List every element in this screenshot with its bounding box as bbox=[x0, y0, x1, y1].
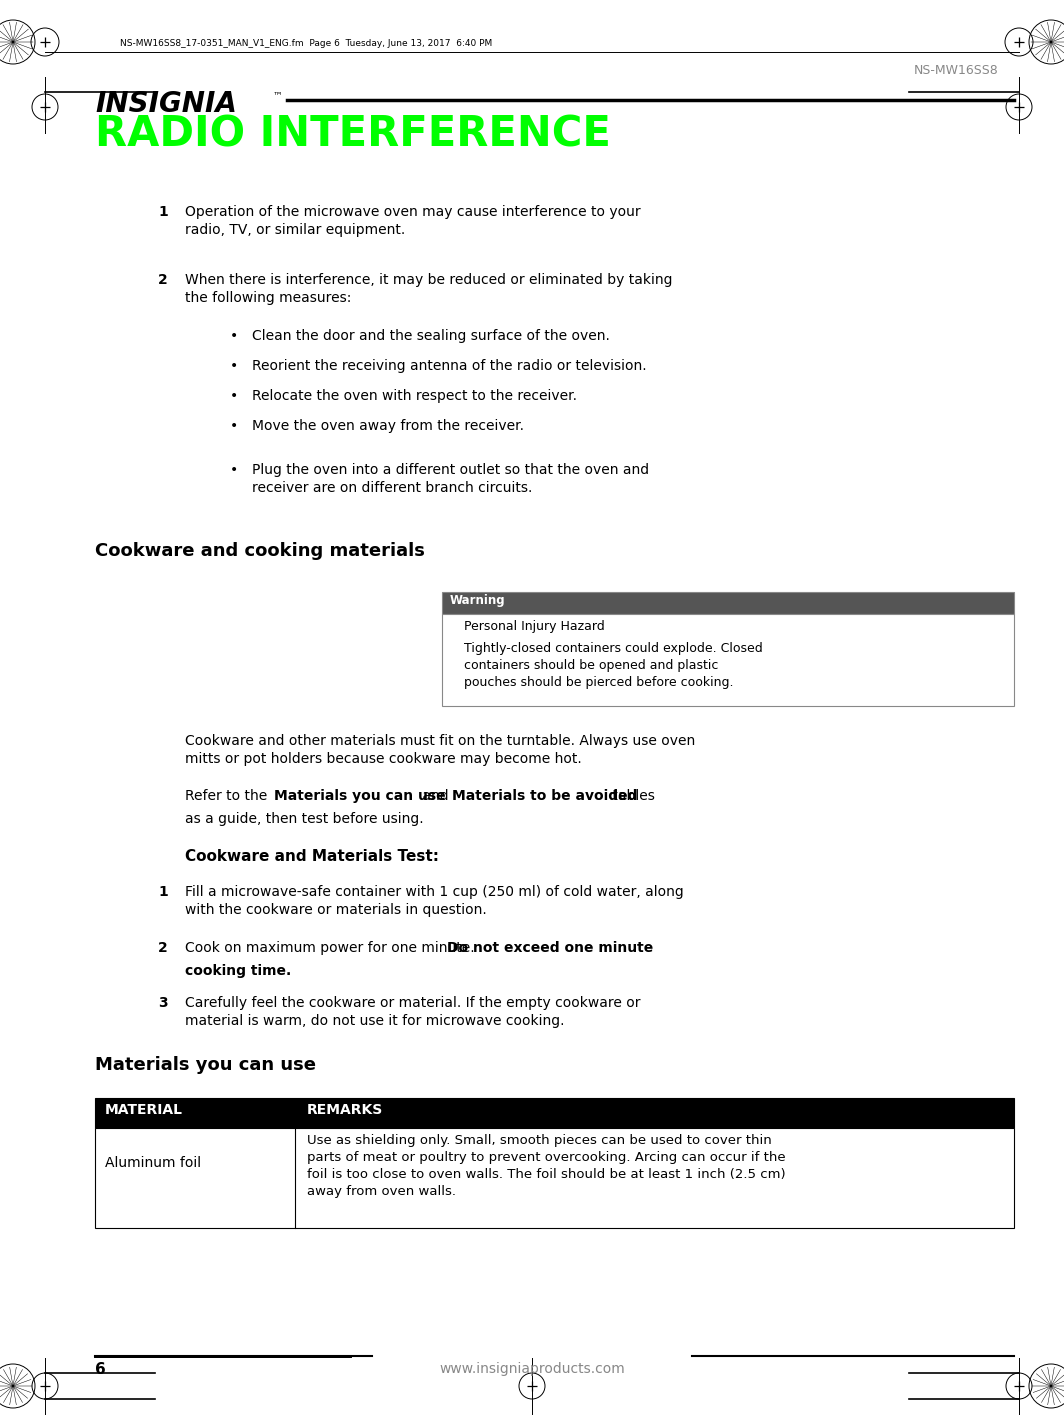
Text: Clean the door and the sealing surface of the oven.: Clean the door and the sealing surface o… bbox=[252, 328, 610, 343]
Text: cooking time.: cooking time. bbox=[185, 964, 292, 978]
Text: Move the oven away from the receiver.: Move the oven away from the receiver. bbox=[252, 418, 523, 433]
Text: NS-MW16SS8: NS-MW16SS8 bbox=[914, 64, 999, 77]
Text: NS-MW16SS8_17-0351_MAN_V1_ENG.fm  Page 6  Tuesday, June 13, 2017  6:40 PM: NS-MW16SS8_17-0351_MAN_V1_ENG.fm Page 6 … bbox=[120, 39, 493, 49]
Text: 2: 2 bbox=[157, 941, 168, 955]
Text: Personal Injury Hazard: Personal Injury Hazard bbox=[464, 620, 604, 633]
Text: Operation of the microwave oven may cause interference to your
radio, TV, or sim: Operation of the microwave oven may caus… bbox=[185, 206, 641, 237]
Text: Cookware and Materials Test:: Cookware and Materials Test: bbox=[185, 850, 439, 864]
Text: 1: 1 bbox=[157, 885, 168, 900]
Text: 2: 2 bbox=[157, 273, 168, 287]
Text: Do not exceed one minute: Do not exceed one minute bbox=[448, 941, 653, 955]
Bar bbox=[95, 1128, 1014, 1228]
Text: Fill a microwave-safe container with 1 cup (250 ml) of cold water, along
with th: Fill a microwave-safe container with 1 c… bbox=[185, 885, 684, 917]
Text: Carefully feel the cookware or material. If the empty cookware or
material is wa: Carefully feel the cookware or material.… bbox=[185, 995, 641, 1028]
Text: INSIGNIA: INSIGNIA bbox=[95, 90, 237, 119]
Text: tables: tables bbox=[608, 790, 654, 803]
Text: Materials you can use: Materials you can use bbox=[275, 790, 446, 803]
Text: Warning: Warning bbox=[450, 594, 505, 607]
Text: Materials to be avoided: Materials to be avoided bbox=[452, 790, 637, 803]
Text: Cookware and cooking materials: Cookware and cooking materials bbox=[95, 543, 425, 560]
Text: •: • bbox=[230, 463, 238, 477]
Text: 1: 1 bbox=[157, 206, 168, 218]
Text: RADIO INTERFERENCE: RADIO INTERFERENCE bbox=[95, 113, 611, 156]
Text: When there is interference, it may be reduced or eliminated by taking
the follow: When there is interference, it may be re… bbox=[185, 273, 672, 306]
Text: Materials you can use: Materials you can use bbox=[95, 1055, 316, 1074]
Text: 3: 3 bbox=[157, 995, 168, 1010]
Text: •: • bbox=[230, 328, 238, 343]
Text: Cook on maximum power for one minute.: Cook on maximum power for one minute. bbox=[185, 941, 479, 955]
Text: Tightly-closed containers could explode. Closed
containers should be opened and : Tightly-closed containers could explode.… bbox=[464, 643, 763, 688]
Bar bbox=[442, 593, 1014, 614]
Text: Reorient the receiving antenna of the radio or television.: Reorient the receiving antenna of the ra… bbox=[252, 358, 647, 373]
Text: Relocate the oven with respect to the receiver.: Relocate the oven with respect to the re… bbox=[252, 388, 577, 403]
Text: ™: ™ bbox=[273, 90, 283, 100]
Text: •: • bbox=[230, 358, 238, 373]
Text: Cookware and other materials must fit on the turntable. Always use oven
mitts or: Cookware and other materials must fit on… bbox=[185, 734, 695, 767]
Bar bbox=[442, 614, 1014, 705]
Text: •: • bbox=[230, 388, 238, 403]
Text: 6: 6 bbox=[95, 1362, 105, 1377]
Text: and: and bbox=[418, 790, 453, 803]
Text: MATERIAL: MATERIAL bbox=[105, 1102, 183, 1117]
Text: www.insigniaproducts.com: www.insigniaproducts.com bbox=[439, 1362, 625, 1377]
Bar bbox=[95, 1098, 1014, 1128]
Text: Aluminum foil: Aluminum foil bbox=[105, 1157, 201, 1170]
Text: REMARKS: REMARKS bbox=[307, 1102, 383, 1117]
Text: as a guide, then test before using.: as a guide, then test before using. bbox=[185, 813, 423, 825]
Text: Refer to the: Refer to the bbox=[185, 790, 271, 803]
Text: •: • bbox=[230, 418, 238, 433]
Text: Use as shielding only. Small, smooth pieces can be used to cover thin
parts of m: Use as shielding only. Small, smooth pie… bbox=[307, 1134, 785, 1198]
Text: Plug the oven into a different outlet so that the oven and
receiver are on diffe: Plug the oven into a different outlet so… bbox=[252, 463, 649, 496]
